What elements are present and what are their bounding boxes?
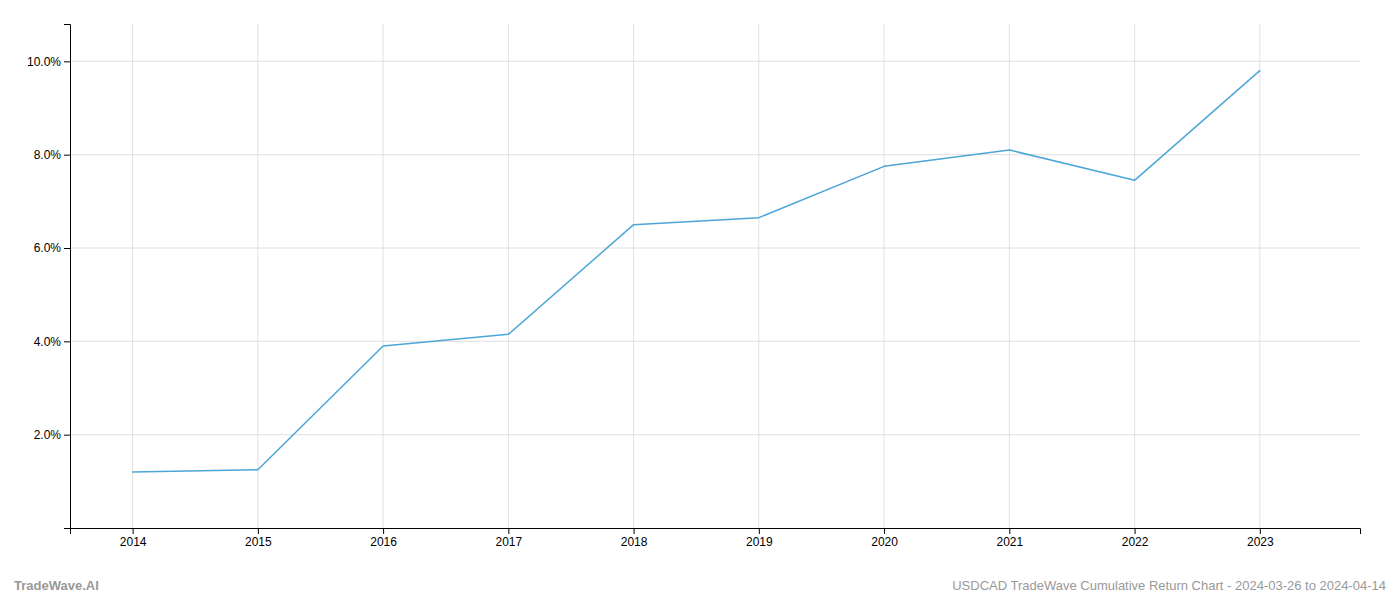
grid-line-x [758, 24, 759, 528]
x-tick-label: 2021 [996, 535, 1023, 549]
y-tick: 10.0% [27, 55, 70, 69]
x-tick: 2023 [1247, 528, 1274, 549]
x-tick: 2019 [746, 528, 773, 549]
x-tick: 2014 [120, 528, 147, 549]
grid-line-y [70, 61, 1360, 62]
grid-line-x [257, 24, 258, 528]
x-tick-mark [383, 528, 384, 534]
y-tick-mark [64, 341, 70, 342]
x-tick-label: 2016 [370, 535, 397, 549]
y-tick: 8.0% [34, 148, 70, 162]
x-tick: 2021 [996, 528, 1023, 549]
grid-line-y [70, 434, 1360, 435]
y-tick-mark [64, 155, 70, 156]
x-tick-mark [1260, 528, 1261, 534]
x-tick: 2015 [245, 528, 272, 549]
x-tick-label: 2015 [245, 535, 272, 549]
x-tick: 2022 [1122, 528, 1149, 549]
x-tick-mark [133, 528, 134, 534]
y-tick: 2.0% [34, 428, 70, 442]
x-tick-label: 2023 [1247, 535, 1274, 549]
y-tick-mark [64, 248, 70, 249]
y-tick-label: 4.0% [34, 335, 62, 349]
grid-line-x [383, 24, 384, 528]
grid [70, 24, 1360, 528]
grid-line-x [1009, 24, 1010, 528]
x-tick-mark [258, 528, 259, 534]
x-tick-mark [508, 528, 509, 534]
x-tick-label: 2014 [120, 535, 147, 549]
x-tick-mark [884, 528, 885, 534]
y-tick: 4.0% [34, 335, 70, 349]
x-tick: 2016 [370, 528, 397, 549]
x-tick-label: 2022 [1122, 535, 1149, 549]
annotation: USDCAD TradeWave Cumulative Return Chart… [952, 578, 1386, 593]
x-tick: 2020 [871, 528, 898, 549]
y-tick-label: 2.0% [34, 428, 62, 442]
annotations: TradeWave.AI USDCAD TradeWave Cumulative … [14, 578, 1386, 593]
grid-line-y [70, 341, 1360, 342]
y-tick-mark [64, 435, 70, 436]
y-tick-label: 8.0% [34, 148, 62, 162]
y-tick-label: 10.0% [27, 55, 61, 69]
x-tick-mark [1135, 528, 1136, 534]
x-axis: 2014 2015 2016 2017 2018 2019 2020 2021 2022 2023 [71, 528, 1361, 549]
x-tick: 2018 [621, 528, 648, 549]
x-tick-mark [634, 528, 635, 534]
grid-line-x [132, 24, 133, 528]
grid-line-y [70, 248, 1360, 249]
y-tick-label: 6.0% [34, 241, 62, 255]
y-tick-mark [64, 61, 70, 62]
data-line [133, 71, 1260, 472]
y-axis: 2.0% 4.0% 6.0% 8.0% 10.0% [27, 25, 71, 529]
y-axis-line [64, 25, 71, 529]
x-tick-label: 2018 [621, 535, 648, 549]
grid-line-x [1259, 24, 1260, 528]
chart-svg: 2014 2015 2016 2017 2018 2019 2020 2021 2022 2023… [0, 0, 1400, 600]
x-tick-mark [759, 528, 760, 534]
plot-area [133, 71, 1260, 472]
x-tick-label: 2020 [871, 535, 898, 549]
annotation: TradeWave.AI [14, 578, 99, 593]
x-tick-label: 2019 [746, 535, 773, 549]
x-tick-mark [1009, 528, 1010, 534]
x-axis-line [71, 529, 1361, 535]
x-tick-label: 2017 [495, 535, 522, 549]
grid-line-x [633, 24, 634, 528]
grid-line-x [884, 24, 885, 528]
chart-container: 2014 2015 2016 2017 2018 2019 2020 2021 2022 2023… [0, 0, 1400, 600]
grid-line-x [508, 24, 509, 528]
y-tick: 6.0% [34, 241, 70, 255]
grid-line-x [1134, 24, 1135, 528]
x-tick: 2017 [495, 528, 522, 549]
grid-line-y [70, 154, 1360, 155]
